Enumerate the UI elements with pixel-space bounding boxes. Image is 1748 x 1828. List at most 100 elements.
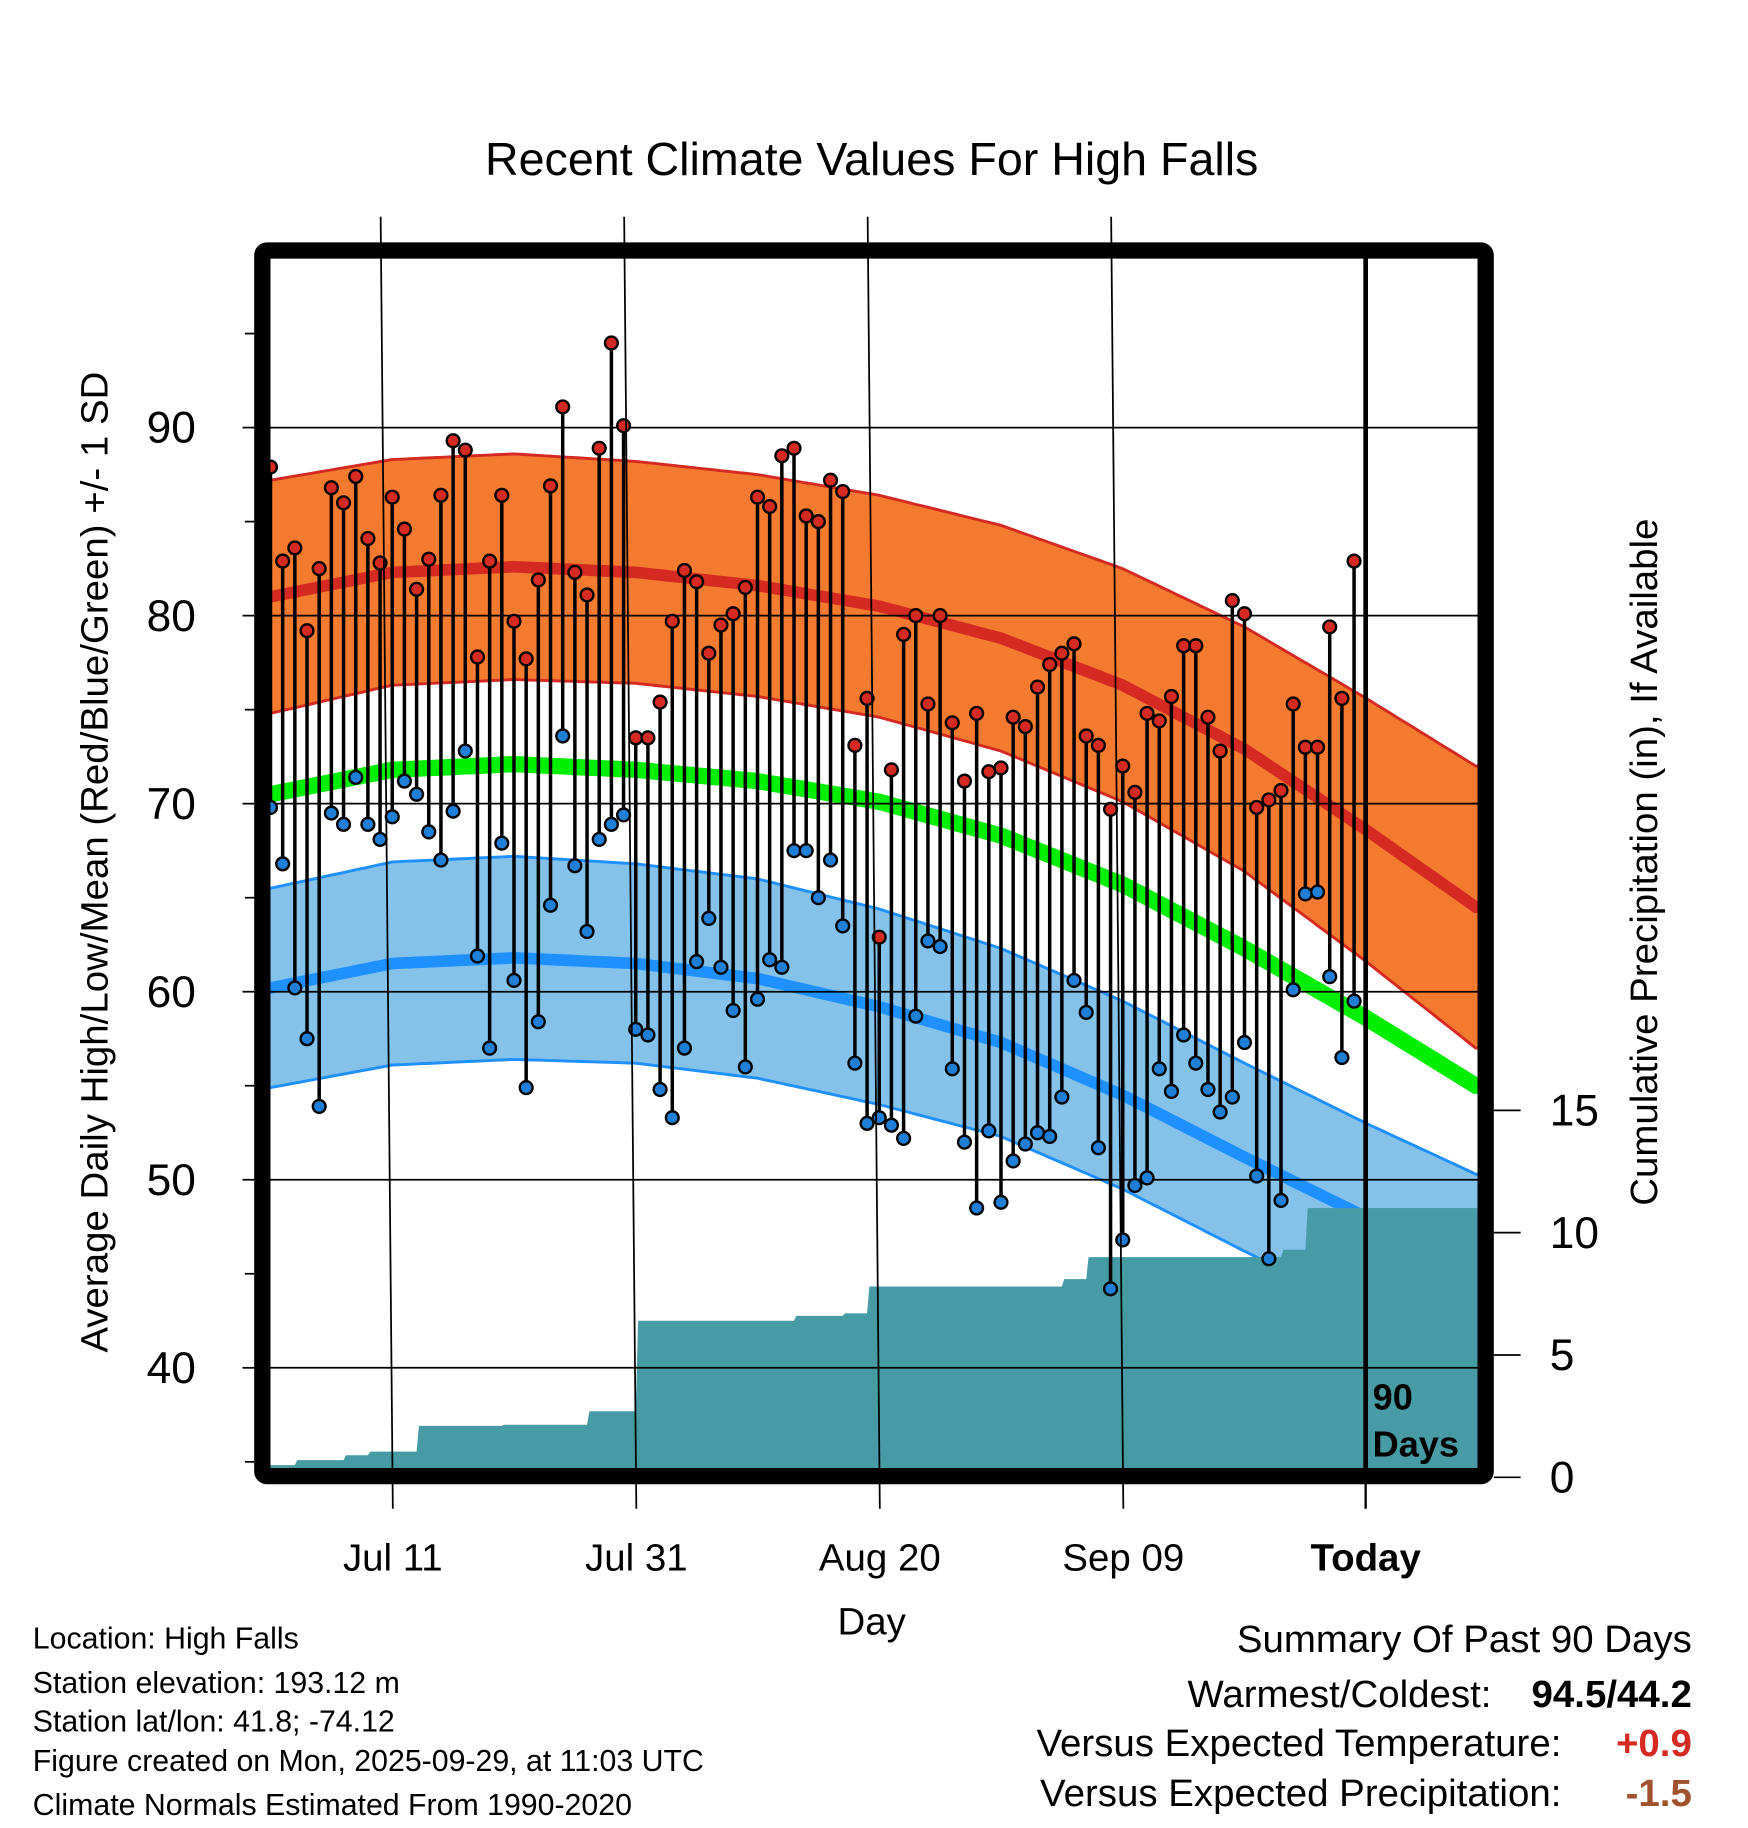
daily-low-point bbox=[676, 1040, 693, 1056]
daily-high-point bbox=[689, 574, 705, 590]
daily-high-point bbox=[1249, 799, 1265, 816]
daily-high-point bbox=[1273, 782, 1289, 799]
daily-low-point bbox=[323, 805, 339, 821]
daily-low-point bbox=[1127, 1177, 1143, 1193]
daily-high-point bbox=[908, 608, 924, 624]
daily-high-point bbox=[518, 651, 534, 667]
daily-low-point bbox=[1224, 1089, 1240, 1105]
daily-high-point bbox=[1090, 737, 1106, 753]
daily-low-point bbox=[1309, 884, 1326, 900]
daily-low-point bbox=[360, 816, 376, 832]
daily-low-point bbox=[445, 803, 461, 819]
daily-low-point bbox=[1322, 969, 1338, 985]
mean-low-line bbox=[262, 951, 1486, 1275]
daily-high-point bbox=[847, 737, 863, 753]
daily-low-point bbox=[737, 1059, 753, 1075]
daily-high-point bbox=[457, 442, 473, 458]
daily-low-point bbox=[469, 948, 486, 964]
daily-low-point bbox=[615, 807, 632, 823]
daily-low-point bbox=[287, 980, 303, 996]
daily-low-point bbox=[372, 831, 388, 847]
x-tick-label: Jul 11 bbox=[343, 1537, 443, 1580]
daily-low-point bbox=[847, 1055, 863, 1071]
daily-high-point bbox=[506, 613, 522, 629]
y2-tick-label: 10 bbox=[1550, 1209, 1599, 1258]
y2-tick-label: 5 bbox=[1550, 1331, 1575, 1380]
daily-low-point bbox=[482, 1040, 498, 1056]
daily-high-point bbox=[299, 623, 315, 639]
daily-high-point bbox=[749, 489, 766, 505]
daily-low-point bbox=[762, 952, 778, 968]
low-sd-upper-edge bbox=[262, 854, 1486, 1176]
daily-low-point bbox=[542, 897, 559, 913]
summary-title: Summary Of Past 90 Days bbox=[1237, 1618, 1692, 1661]
daily-low-point bbox=[1066, 972, 1082, 989]
daily-low-point bbox=[1005, 1153, 1021, 1169]
daily-high-point bbox=[786, 440, 802, 456]
daily-high-point bbox=[1346, 553, 1362, 569]
x-gridline bbox=[379, 216, 394, 1509]
daily-low-point bbox=[311, 1098, 327, 1114]
daily-high-point bbox=[335, 495, 352, 511]
daily-high-point bbox=[883, 762, 899, 778]
daily-low-point bbox=[689, 954, 705, 970]
daily-high-point bbox=[676, 562, 693, 579]
daily-low-point bbox=[932, 939, 948, 955]
today-label-days: Days bbox=[1373, 1423, 1459, 1464]
x-gridline bbox=[866, 216, 881, 1509]
footer-latlon: Station lat/lon: 41.8; -74.12 bbox=[33, 1705, 395, 1738]
daily-high-point bbox=[542, 478, 559, 494]
daily-high-point bbox=[1322, 619, 1338, 635]
daily-low-point bbox=[1102, 1281, 1119, 1297]
daily-high-point bbox=[615, 418, 632, 434]
daily-low-point bbox=[433, 852, 449, 868]
daily-high-point bbox=[725, 606, 741, 622]
daily-high-point bbox=[469, 649, 486, 665]
daily-high-point bbox=[1176, 638, 1192, 654]
daily-high-point bbox=[798, 508, 814, 524]
footer-normals: Climate Normals Estimated From 1990-2020 bbox=[33, 1789, 632, 1822]
daily-high-point bbox=[1297, 739, 1313, 755]
y-tick-label: 70 bbox=[147, 780, 196, 829]
daily-high-point bbox=[603, 335, 619, 351]
daily-high-point bbox=[944, 715, 960, 731]
daily-high-point bbox=[664, 613, 680, 629]
daily-high-point bbox=[433, 487, 449, 503]
daily-low-point bbox=[384, 809, 400, 825]
daily-high-point bbox=[1285, 696, 1301, 712]
y2-tick-label: 0 bbox=[1550, 1453, 1575, 1502]
daily-high-point bbox=[737, 579, 753, 595]
daily-low-point bbox=[518, 1080, 534, 1096]
footer-created: Figure created on Mon, 2025-09-29, at 11… bbox=[33, 1745, 704, 1778]
daily-high-point bbox=[932, 608, 948, 624]
mean-high-line bbox=[262, 560, 1486, 913]
daily-low-point bbox=[1139, 1170, 1155, 1186]
daily-low-point bbox=[871, 1110, 887, 1126]
x-gridline bbox=[1110, 216, 1125, 1509]
summary-warmest-value: 94.5/44.2 bbox=[1532, 1673, 1692, 1716]
daily-low-point bbox=[664, 1110, 680, 1126]
y2-axis-label: Cumulative Precipitation (in), If Availa… bbox=[1623, 519, 1666, 1206]
daily-low-point bbox=[640, 1027, 656, 1043]
x-axis-label: Day bbox=[837, 1601, 906, 1644]
daily-high-point bbox=[1139, 705, 1155, 721]
daily-low-point bbox=[494, 835, 510, 851]
y-tick-label: 90 bbox=[147, 404, 196, 453]
daily-low-point bbox=[567, 858, 583, 874]
high-sd-band bbox=[262, 453, 1486, 1049]
daily-high-point bbox=[1334, 690, 1350, 706]
daily-high-point bbox=[1261, 792, 1277, 808]
daily-low-point bbox=[1346, 993, 1362, 1009]
daily-low-point bbox=[981, 1123, 997, 1139]
cumulative-precip-area bbox=[262, 1208, 1486, 1477]
daily-low-point bbox=[822, 852, 839, 868]
daily-low-point bbox=[956, 1134, 973, 1150]
daily-low-point bbox=[652, 1081, 668, 1098]
daily-high-point bbox=[591, 440, 607, 456]
daily-low-point bbox=[859, 1115, 875, 1131]
daily-high-point bbox=[956, 773, 973, 789]
daily-low-point bbox=[810, 890, 826, 906]
daily-low-point bbox=[396, 773, 412, 789]
daily-low-point bbox=[1078, 1004, 1094, 1020]
today-label-90: 90 bbox=[1373, 1377, 1413, 1418]
